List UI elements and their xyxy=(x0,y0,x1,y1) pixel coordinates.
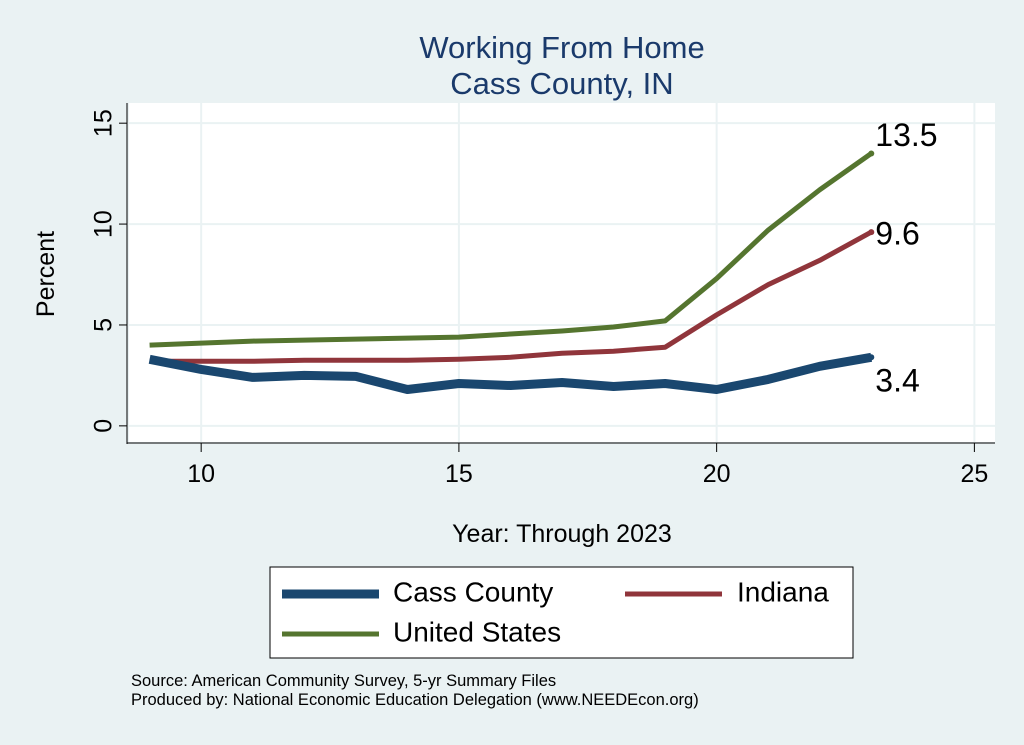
x-tick-label-15: 15 xyxy=(445,460,473,488)
x-ticks: 10 15 20 25 xyxy=(187,443,988,488)
series-line-cass-county xyxy=(148,352,873,394)
x-tick-label-20: 20 xyxy=(703,460,731,488)
x-tick-label-25: 25 xyxy=(960,460,988,488)
series-line-united-states xyxy=(149,151,873,348)
gridlines xyxy=(129,103,995,442)
series-line-indiana xyxy=(149,229,873,364)
legend-box xyxy=(269,566,854,659)
y-tick-label-15: 15 xyxy=(90,109,118,137)
y-axis-title: Percent xyxy=(32,231,60,317)
end-label-indiana: 9.6 xyxy=(875,216,919,252)
legend: Cass County Indiana United States xyxy=(269,566,854,659)
legend-label-cass-county: Cass County xyxy=(393,576,553,607)
y-tick-label-5: 5 xyxy=(90,318,118,332)
x-axis-title: Year: Through 2023 xyxy=(452,520,672,548)
legend-label-indiana: Indiana xyxy=(737,576,829,607)
y-tick-label-10: 10 xyxy=(90,210,118,238)
y-tick-label-0: 0 xyxy=(90,419,118,433)
legend-label-united-states: United States xyxy=(393,616,561,647)
y-ticks: 0 5 10 15 xyxy=(90,109,127,433)
plot-area xyxy=(129,103,995,442)
source-note: Source: American Community Survey, 5-yr … xyxy=(131,672,557,690)
end-label-cass-county: 3.4 xyxy=(875,363,919,399)
series-end-point-cass-county xyxy=(868,354,875,361)
series-end-point-indiana xyxy=(868,229,875,236)
chart-title-line-1: Working From Home xyxy=(419,30,704,65)
x-tick-label-10: 10 xyxy=(187,460,215,488)
end-label-united-states: 13.5 xyxy=(875,117,937,153)
producer-note: Produced by: National Economic Education… xyxy=(131,691,699,709)
series-end-point-united-states xyxy=(868,150,875,157)
chart-title-line-2: Cass County, IN xyxy=(450,66,673,101)
series-lines xyxy=(148,150,875,394)
end-labels: 3.4 9.6 13.5 xyxy=(875,117,937,399)
